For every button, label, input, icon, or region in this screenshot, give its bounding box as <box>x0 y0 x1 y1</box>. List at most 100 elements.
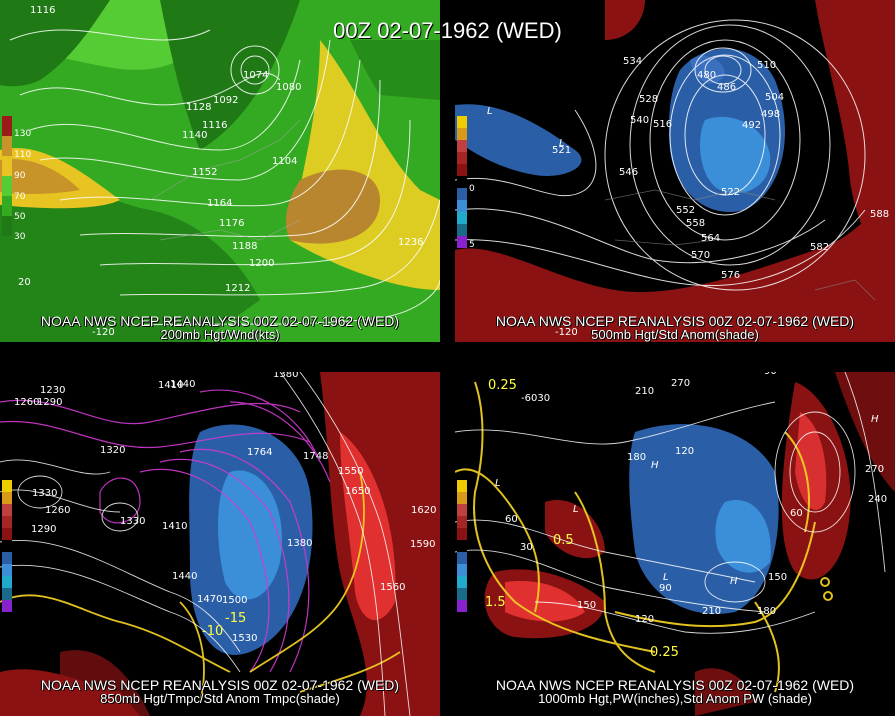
panel-200mb: 1116 1074 1080 1092 1128 1116 1140 1104 … <box>0 0 440 342</box>
label-521: 521 <box>552 145 571 156</box>
label-1410: 1410 <box>158 380 183 391</box>
label-486: 486 <box>717 82 736 93</box>
panel-500mb: 534 480 486 510 504 498 492 528 540 516 … <box>455 0 895 342</box>
panel-subcaption: 500mb Hgt/Std Anom(shade) <box>591 327 759 342</box>
low-marker: L <box>487 106 493 117</box>
label-1440b: 1440 <box>172 571 197 582</box>
low-marker: L <box>495 478 501 489</box>
label-1140: 1140 <box>182 130 207 141</box>
label-1260: 1260 <box>14 397 39 408</box>
label-1330: 1330 <box>32 488 57 499</box>
panel-caption: NOAA NWS NCEP REANALYSIS 00Z 02-07-1962 … <box>40 313 400 329</box>
colorbar-label-90: 90 <box>14 171 26 181</box>
label-150b: 150 <box>768 572 787 583</box>
label-1764: 1764 <box>247 447 272 458</box>
label-minus15: -15 <box>225 611 246 626</box>
panel-subcaption: 200mb Hgt/Wnd(kts) <box>160 327 280 342</box>
label-20: 20 <box>18 277 31 288</box>
label-1550: 1550 <box>338 466 363 477</box>
panel-1000mb: 0.25 -6030 210 270 90 180 120 60 30 0.5 … <box>455 372 895 716</box>
label-120b: 120 <box>635 614 654 625</box>
label-1290b: 1290 <box>31 524 56 535</box>
label-540: 540 <box>630 115 649 126</box>
label-1176: 1176 <box>219 218 244 229</box>
label-480: 480 <box>697 70 716 81</box>
label-504: 504 <box>765 92 784 103</box>
panel-subcaption: 850mb Hgt/Tmpc/Std Anom Tmpc(shade) <box>100 691 340 706</box>
label-15: 1.5 <box>485 595 506 610</box>
label-528: 528 <box>639 94 658 105</box>
label-1200: 1200 <box>249 258 274 269</box>
label-1260b: 1260 <box>45 505 70 516</box>
label-minus6030: -6030 <box>521 393 550 404</box>
label-576: 576 <box>721 270 740 281</box>
label-270: 270 <box>671 378 690 389</box>
colorbar-200mb <box>2 116 12 236</box>
label-582: 582 <box>810 242 829 253</box>
label-1128: 1128 <box>186 102 211 113</box>
label-1290: 1290 <box>37 397 62 408</box>
high-marker: H <box>730 576 738 587</box>
label-546: 546 <box>619 167 638 178</box>
label-1410b: 1410 <box>162 521 187 532</box>
label-025b: 0.25 <box>650 645 679 660</box>
high-marker: H <box>871 414 879 425</box>
colorbar-label-70: 70 <box>14 192 26 202</box>
label-minus120: -120 <box>92 327 115 338</box>
low-marker: L <box>573 504 579 515</box>
label-180: 180 <box>627 452 646 463</box>
label-1164: 1164 <box>207 198 232 209</box>
panel-caption: NOAA NWS NCEP REANALYSIS 00Z 02-07-1962 … <box>495 677 855 693</box>
label-1560: 1560 <box>380 582 405 593</box>
label-1330b: 1330 <box>120 516 145 527</box>
colorbar-label-50: 50 <box>14 212 26 222</box>
label-150: 150 <box>577 600 596 611</box>
label-1650: 1650 <box>345 486 370 497</box>
low-marker: L <box>663 572 669 583</box>
label-1590: 1590 <box>410 539 435 550</box>
panel-caption: NOAA NWS NCEP REANALYSIS 00Z 02-07-1962 … <box>40 677 400 693</box>
label-180b: 180 <box>757 606 776 617</box>
label-522: 522 <box>721 187 740 198</box>
map-title: 00Z 02-07-1962 (WED) <box>333 18 562 43</box>
panel-subcaption: 1000mb Hgt,PW(inches),Std Anom PW (shade… <box>538 691 812 706</box>
label-1440: 1440 <box>170 379 195 390</box>
map-500mb: 534 480 486 510 504 498 492 528 540 516 … <box>455 0 895 342</box>
label-1092: 1092 <box>213 95 238 106</box>
label-1500: 1500 <box>222 595 247 606</box>
label-120: 120 <box>675 446 694 457</box>
label-1380b: 1380 <box>287 538 312 549</box>
colorbar-label-130: 130 <box>14 129 32 139</box>
label-1230: 1230 <box>40 385 65 396</box>
label-minus10: -10 <box>202 624 223 639</box>
label-1152: 1152 <box>192 167 217 178</box>
label-558: 558 <box>686 218 705 229</box>
colorbar-850mb <box>2 480 12 612</box>
label-270b: 270 <box>865 464 884 475</box>
label-1236: 1236 <box>398 237 423 248</box>
label-1748: 1748 <box>303 451 328 462</box>
map-1000mb: 0.25 -6030 210 270 90 180 120 60 30 0.5 … <box>455 372 895 716</box>
label-1188: 1188 <box>232 241 257 252</box>
label-210: 210 <box>635 386 654 397</box>
label-1116: 1116 <box>30 5 55 16</box>
label-510: 510 <box>757 60 776 71</box>
high-marker: H <box>651 460 659 471</box>
label-1116b: 1116 <box>202 120 227 131</box>
label-1212: 1212 <box>225 283 250 294</box>
label-210b: 210 <box>702 606 721 617</box>
label-552: 552 <box>676 205 695 216</box>
colorbar-label-110: 110 <box>14 150 32 160</box>
label-516: 516 <box>653 119 672 130</box>
label-1104: 1104 <box>272 156 297 167</box>
label-1470: 1470 <box>197 594 222 605</box>
label-498: 498 <box>761 109 780 120</box>
map-200mb: 1116 1074 1080 1092 1128 1116 1140 1104 … <box>0 0 440 342</box>
colorbar-1000mb <box>457 480 467 612</box>
label-1620: 1620 <box>411 505 436 516</box>
label-588: 588 <box>870 209 889 220</box>
label-570: 570 <box>691 250 710 261</box>
label-1380: 1380 <box>273 372 298 380</box>
label-1080: 1080 <box>276 82 301 93</box>
map-850mb: 1440 1410 1380 1230 1260 1290 1320 1330 … <box>0 372 440 716</box>
